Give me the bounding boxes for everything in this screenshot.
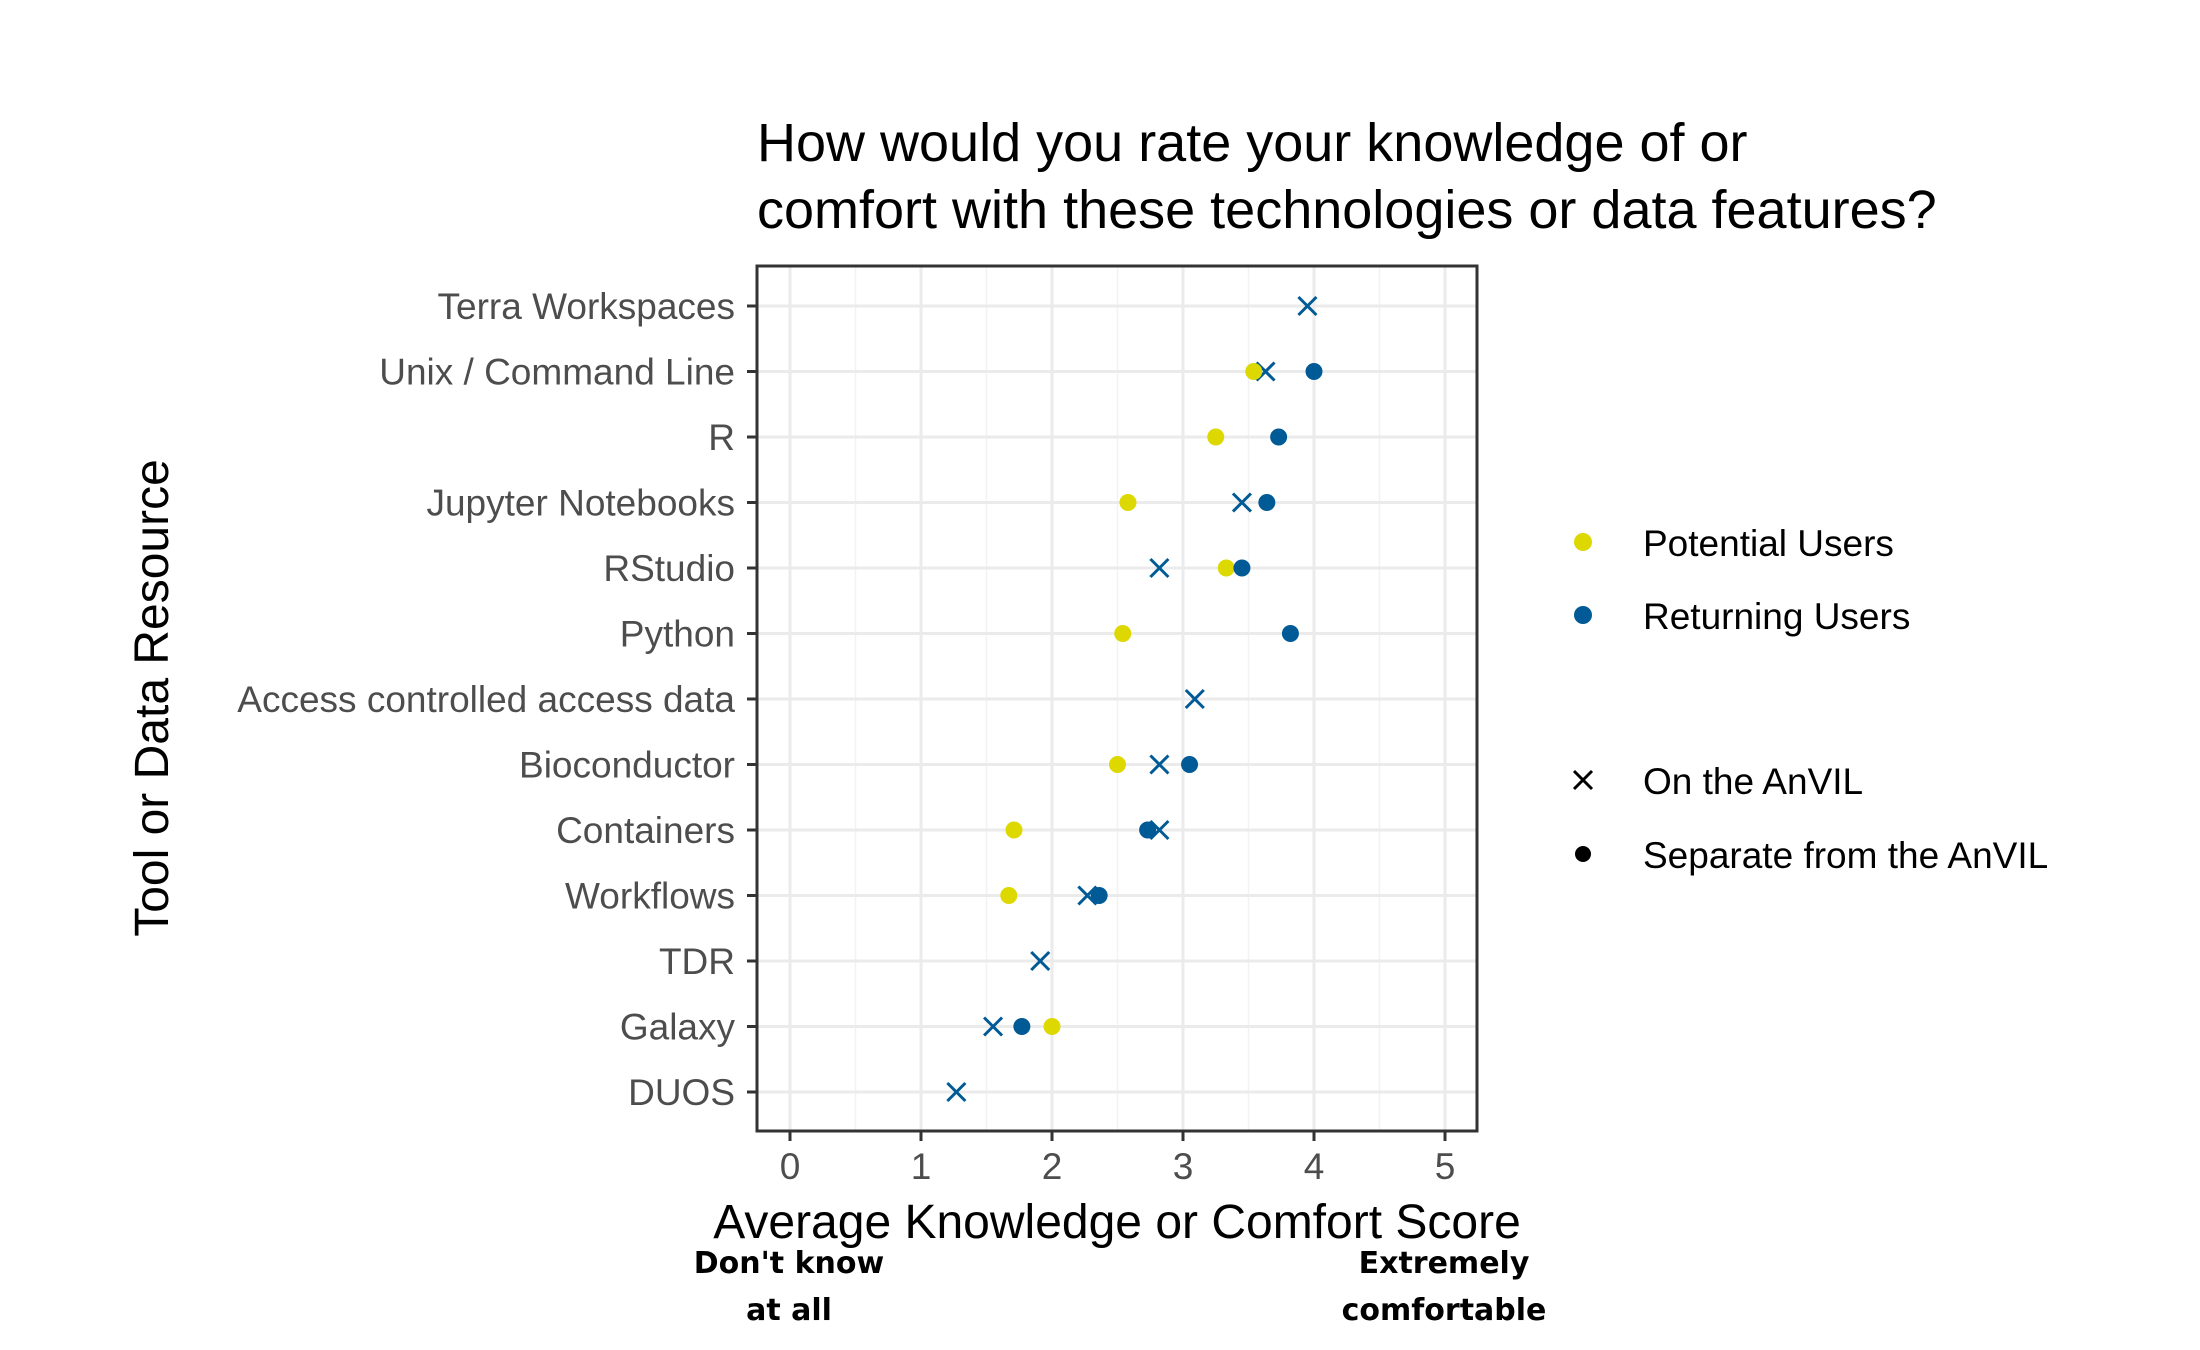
legend-key-separate-from-the-anvil xyxy=(1575,846,1591,862)
point-returning-users-separate-python xyxy=(1281,625,1299,642)
point-returning-users-separate-workflows xyxy=(1090,887,1108,904)
point-returning-users-on-anvil-duos xyxy=(946,1081,967,1103)
point-returning-users-separate-r xyxy=(1270,428,1288,446)
point-returning-users-separate-rstudio xyxy=(1233,559,1251,577)
y-tick-label-galaxy: Galaxy xyxy=(620,1007,736,1048)
point-potential-users-separate-galaxy xyxy=(1043,1018,1061,1035)
y-tick-label-duos: DUOS xyxy=(628,1072,735,1113)
point-returning-users-on-anvil-terra-workspaces xyxy=(1297,295,1318,317)
point-returning-users-separate-galaxy xyxy=(1013,1018,1031,1035)
legend: Potential Users Returning Users On the A… xyxy=(1572,523,2048,876)
point-potential-users-separate-r xyxy=(1207,428,1225,446)
y-tick-label-rstudio: RStudio xyxy=(603,548,735,589)
point-returning-users-on-anvil-bioconductor xyxy=(1149,754,1170,775)
point-returning-users-on-anvil-jupyter-notebooks xyxy=(1231,492,1253,513)
x-tick-label-0: 0 xyxy=(780,1146,801,1187)
y-tick-label-containers: Containers xyxy=(556,810,735,851)
y-tick-label-jupyter-notebooks: Jupyter Notebooks xyxy=(426,483,735,524)
x-anchor-high-line-2: comfortable xyxy=(1342,1293,1547,1328)
point-returning-users-separate-jupyter-notebooks xyxy=(1258,494,1276,511)
grid xyxy=(757,266,1477,1131)
y-tick-label-python: Python xyxy=(620,614,735,655)
x-anchor-low-line-2: at all xyxy=(746,1293,832,1328)
point-returning-users-on-anvil-galaxy xyxy=(982,1016,1004,1037)
y-tick-label-workflows: Workflows xyxy=(565,876,735,917)
point-potential-users-separate-workflows xyxy=(1000,887,1018,904)
point-potential-users-separate-python xyxy=(1114,625,1132,642)
y-axis: Terra Workspaces Unix / Command Line R Jupy… xyxy=(237,286,757,1113)
y-tick-label-unix-command-line: Unix / Command Line xyxy=(379,352,735,393)
chart-title-line-2: comfort with these technologies or data … xyxy=(757,180,1937,240)
x-tick-label-3: 3 xyxy=(1173,1146,1194,1187)
x-anchor-high-line-1: Extremely xyxy=(1359,1246,1530,1281)
x-axis: 0 1 2 3 4 5 xyxy=(780,1131,1456,1187)
x-axis-title: Average Knowledge or Comfort Score xyxy=(713,1196,1521,1249)
legend-key-returning-users xyxy=(1574,606,1592,624)
point-potential-users-separate-unix-command-line xyxy=(1245,363,1263,380)
point-returning-users-on-anvil-tdr xyxy=(1030,950,1051,972)
point-returning-users-on-anvil-rstudio xyxy=(1149,557,1170,579)
legend-key-on-the-anvil xyxy=(1572,769,1594,791)
data-points xyxy=(946,295,1323,1103)
y-tick-label-tdr: TDR xyxy=(659,941,735,982)
x-tick-label-5: 5 xyxy=(1435,1146,1456,1187)
point-potential-users-separate-rstudio xyxy=(1217,559,1235,577)
y-axis-title: Tool or Data Resource xyxy=(126,459,179,937)
y-tick-label-access-controlled-access-data: Access controlled access data xyxy=(237,679,735,720)
x-tick-label-2: 2 xyxy=(1042,1146,1063,1187)
point-potential-users-separate-bioconductor xyxy=(1109,756,1126,773)
point-potential-users-separate-jupyter-notebooks xyxy=(1119,494,1137,511)
chart-title-line-1: How would you rate your knowledge of or xyxy=(757,113,1748,173)
y-tick-label-r: R xyxy=(708,417,735,458)
legend-key-potential-users xyxy=(1574,533,1592,551)
x-anchor-low-line-1: Don't know xyxy=(694,1246,884,1281)
legend-label-on-the-anvil: On the AnVIL xyxy=(1643,761,1863,802)
legend-label-returning-users: Returning Users xyxy=(1643,596,1910,637)
legend-label-separate-from-the-anvil: Separate from the AnVIL xyxy=(1643,835,2048,876)
x-tick-label-4: 4 xyxy=(1304,1146,1325,1187)
point-returning-users-separate-unix-command-line xyxy=(1305,363,1323,380)
point-returning-users-on-anvil-access-controlled-access-data xyxy=(1184,688,1205,710)
point-potential-users-separate-containers xyxy=(1005,821,1023,839)
legend-label-potential-users: Potential Users xyxy=(1643,523,1894,564)
y-tick-label-terra-workspaces: Terra Workspaces xyxy=(438,286,735,327)
y-tick-label-bioconductor: Bioconductor xyxy=(519,745,735,786)
point-returning-users-separate-containers xyxy=(1139,821,1157,839)
x-tick-label-1: 1 xyxy=(911,1146,932,1187)
point-returning-users-separate-bioconductor xyxy=(1181,756,1199,773)
